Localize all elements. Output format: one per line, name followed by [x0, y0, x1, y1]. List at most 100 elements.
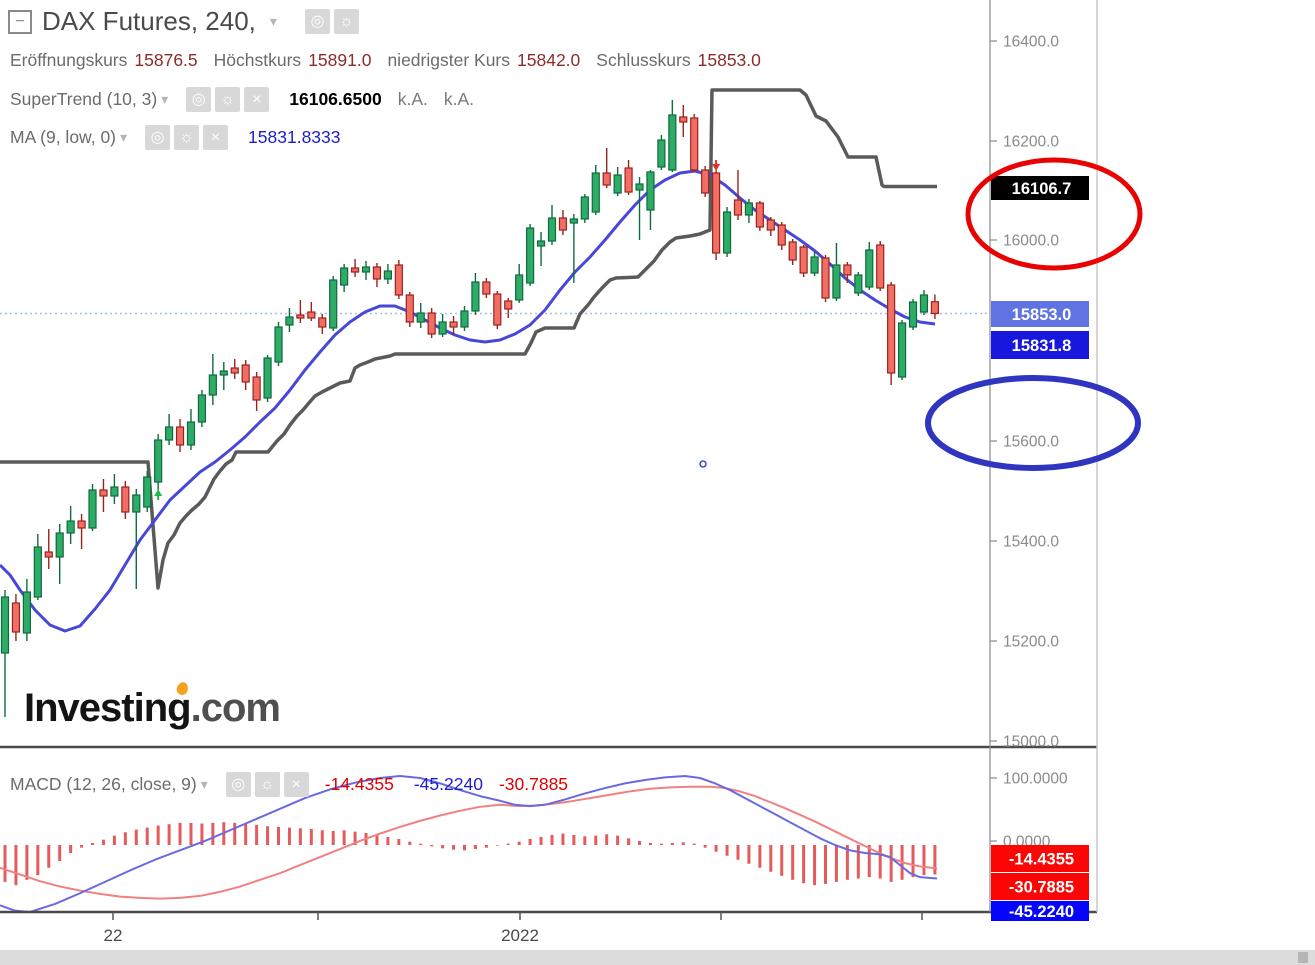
eye-icon[interactable]: ◎: [304, 9, 330, 34]
symbol-title[interactable]: DAX Futures, 240,: [42, 6, 256, 36]
low-label: niedrigster Kurs: [387, 50, 511, 70]
ohlc-legend: Eröffnungskurs 15876.5 Höchstkurs 15891.…: [10, 50, 770, 71]
candle-body: [493, 293, 502, 326]
price-axis-label: 16200.0: [1003, 134, 1059, 151]
price-axis-label: 15400.0: [1003, 534, 1059, 551]
candle-body: [241, 364, 250, 383]
close-value: 15853.0: [697, 50, 761, 70]
eye-icon[interactable]: ◎: [145, 125, 171, 150]
candle-body: [515, 274, 524, 301]
candle-body: [307, 311, 316, 319]
candle-body: [679, 116, 688, 123]
candle-body: [919, 294, 929, 313]
candle-body: [558, 217, 568, 231]
supertrend-na1: k.A.: [397, 89, 428, 109]
candle-body: [624, 167, 633, 193]
candle-body: [274, 326, 283, 363]
candle-body: [55, 532, 64, 558]
sell-signal-icon: [712, 160, 721, 171]
candle-body: [285, 316, 294, 326]
blue-ellipse-annotation: [925, 375, 1141, 471]
candle-body: [690, 117, 699, 171]
red-ellipse-annotation: [965, 157, 1143, 271]
scrollbar-strip[interactable]: [0, 950, 1315, 965]
price-tag-label: -30.7885: [1009, 879, 1074, 897]
candle-body: [711, 172, 721, 254]
supertrend-value: 16106.6500: [289, 89, 382, 109]
candle-body: [646, 171, 655, 211]
chevron-down-icon[interactable]: ▾: [269, 13, 277, 29]
macd-value-3: -30.7885: [498, 774, 569, 794]
candle-body: [635, 183, 644, 191]
chevron-down-icon[interactable]: ▾: [200, 776, 208, 792]
logo-suffix: .com: [190, 686, 281, 730]
ma-value: 15831.8333: [248, 127, 341, 147]
candle-body: [132, 494, 141, 513]
candle-body: [350, 267, 360, 273]
candle-body: [143, 476, 152, 508]
candle-body: [887, 284, 896, 374]
price-tag: [991, 901, 1089, 921]
macd-name[interactable]: MACD (12, 26, close, 9): [10, 774, 197, 794]
candle-body: [865, 249, 874, 288]
supertrend-legend: SuperTrend (10, 3) ▾ ◎ ☼ × 16106.6500 k.…: [10, 87, 474, 112]
close-icon[interactable]: ×: [244, 87, 270, 112]
price-tag: [991, 331, 1089, 359]
candle-body: [504, 300, 513, 310]
macd-value-1: -14.4355: [324, 774, 394, 794]
open-label: Eröffnungskurs: [10, 50, 128, 70]
investing-logo: Investing.com: [24, 680, 281, 731]
candle-body: [482, 281, 491, 295]
candle-body: [230, 367, 239, 374]
candle-body: [722, 211, 732, 254]
candle-body: [777, 224, 786, 246]
close-icon[interactable]: ×: [283, 772, 309, 797]
candle-body: [930, 301, 940, 315]
candle-body: [88, 489, 97, 529]
eye-icon[interactable]: ◎: [186, 87, 212, 112]
price-tag-label: -45.2240: [1009, 903, 1074, 921]
candle-body: [854, 274, 863, 294]
candle-body: [263, 357, 272, 399]
gear-icon[interactable]: ☼: [174, 125, 200, 150]
supertrend-name[interactable]: SuperTrend (10, 3): [10, 89, 158, 109]
gear-icon[interactable]: ☼: [215, 87, 241, 112]
candle-body: [526, 227, 535, 284]
macd-value-2: -45.2240: [413, 774, 483, 794]
price-axis-label: 15600.0: [1003, 434, 1059, 451]
ma-name[interactable]: MA (9, low, 0): [10, 127, 117, 147]
gear-icon[interactable]: ☼: [254, 772, 280, 797]
time-axis-label: 22: [104, 926, 123, 945]
candle-body: [755, 202, 764, 228]
blue-dot-marker: [699, 460, 707, 468]
candle-body: [33, 546, 42, 598]
candle-body: [657, 139, 666, 168]
high-label: Höchstkurs: [213, 50, 302, 70]
candle-body: [427, 312, 436, 335]
candle-body: [110, 486, 119, 497]
candle-body: [438, 321, 447, 335]
eye-icon[interactable]: ◎: [225, 772, 251, 797]
gear-icon[interactable]: ☼: [333, 9, 359, 34]
candle-body: [11, 602, 21, 633]
candle-body: [154, 439, 163, 483]
candle-body: [208, 374, 217, 396]
candle-body: [0, 596, 10, 654]
time-axis-label: 2022: [501, 926, 539, 945]
candle-body: [99, 489, 108, 497]
price-tag: [991, 873, 1089, 900]
supertrend-line: [0, 88, 937, 590]
price-tag-label: 16106.7: [1012, 180, 1072, 198]
candle-body: [219, 370, 228, 376]
candle-body: [843, 264, 852, 276]
candle-body: [340, 267, 349, 286]
candle-body: [361, 266, 371, 273]
candle-body: [416, 312, 425, 323]
collapse-icon[interactable]: −: [8, 9, 32, 34]
close-icon[interactable]: ×: [203, 125, 229, 150]
chevron-down-icon[interactable]: ▾: [161, 91, 169, 107]
candle-body: [449, 321, 458, 328]
chevron-down-icon[interactable]: ▾: [120, 129, 128, 145]
